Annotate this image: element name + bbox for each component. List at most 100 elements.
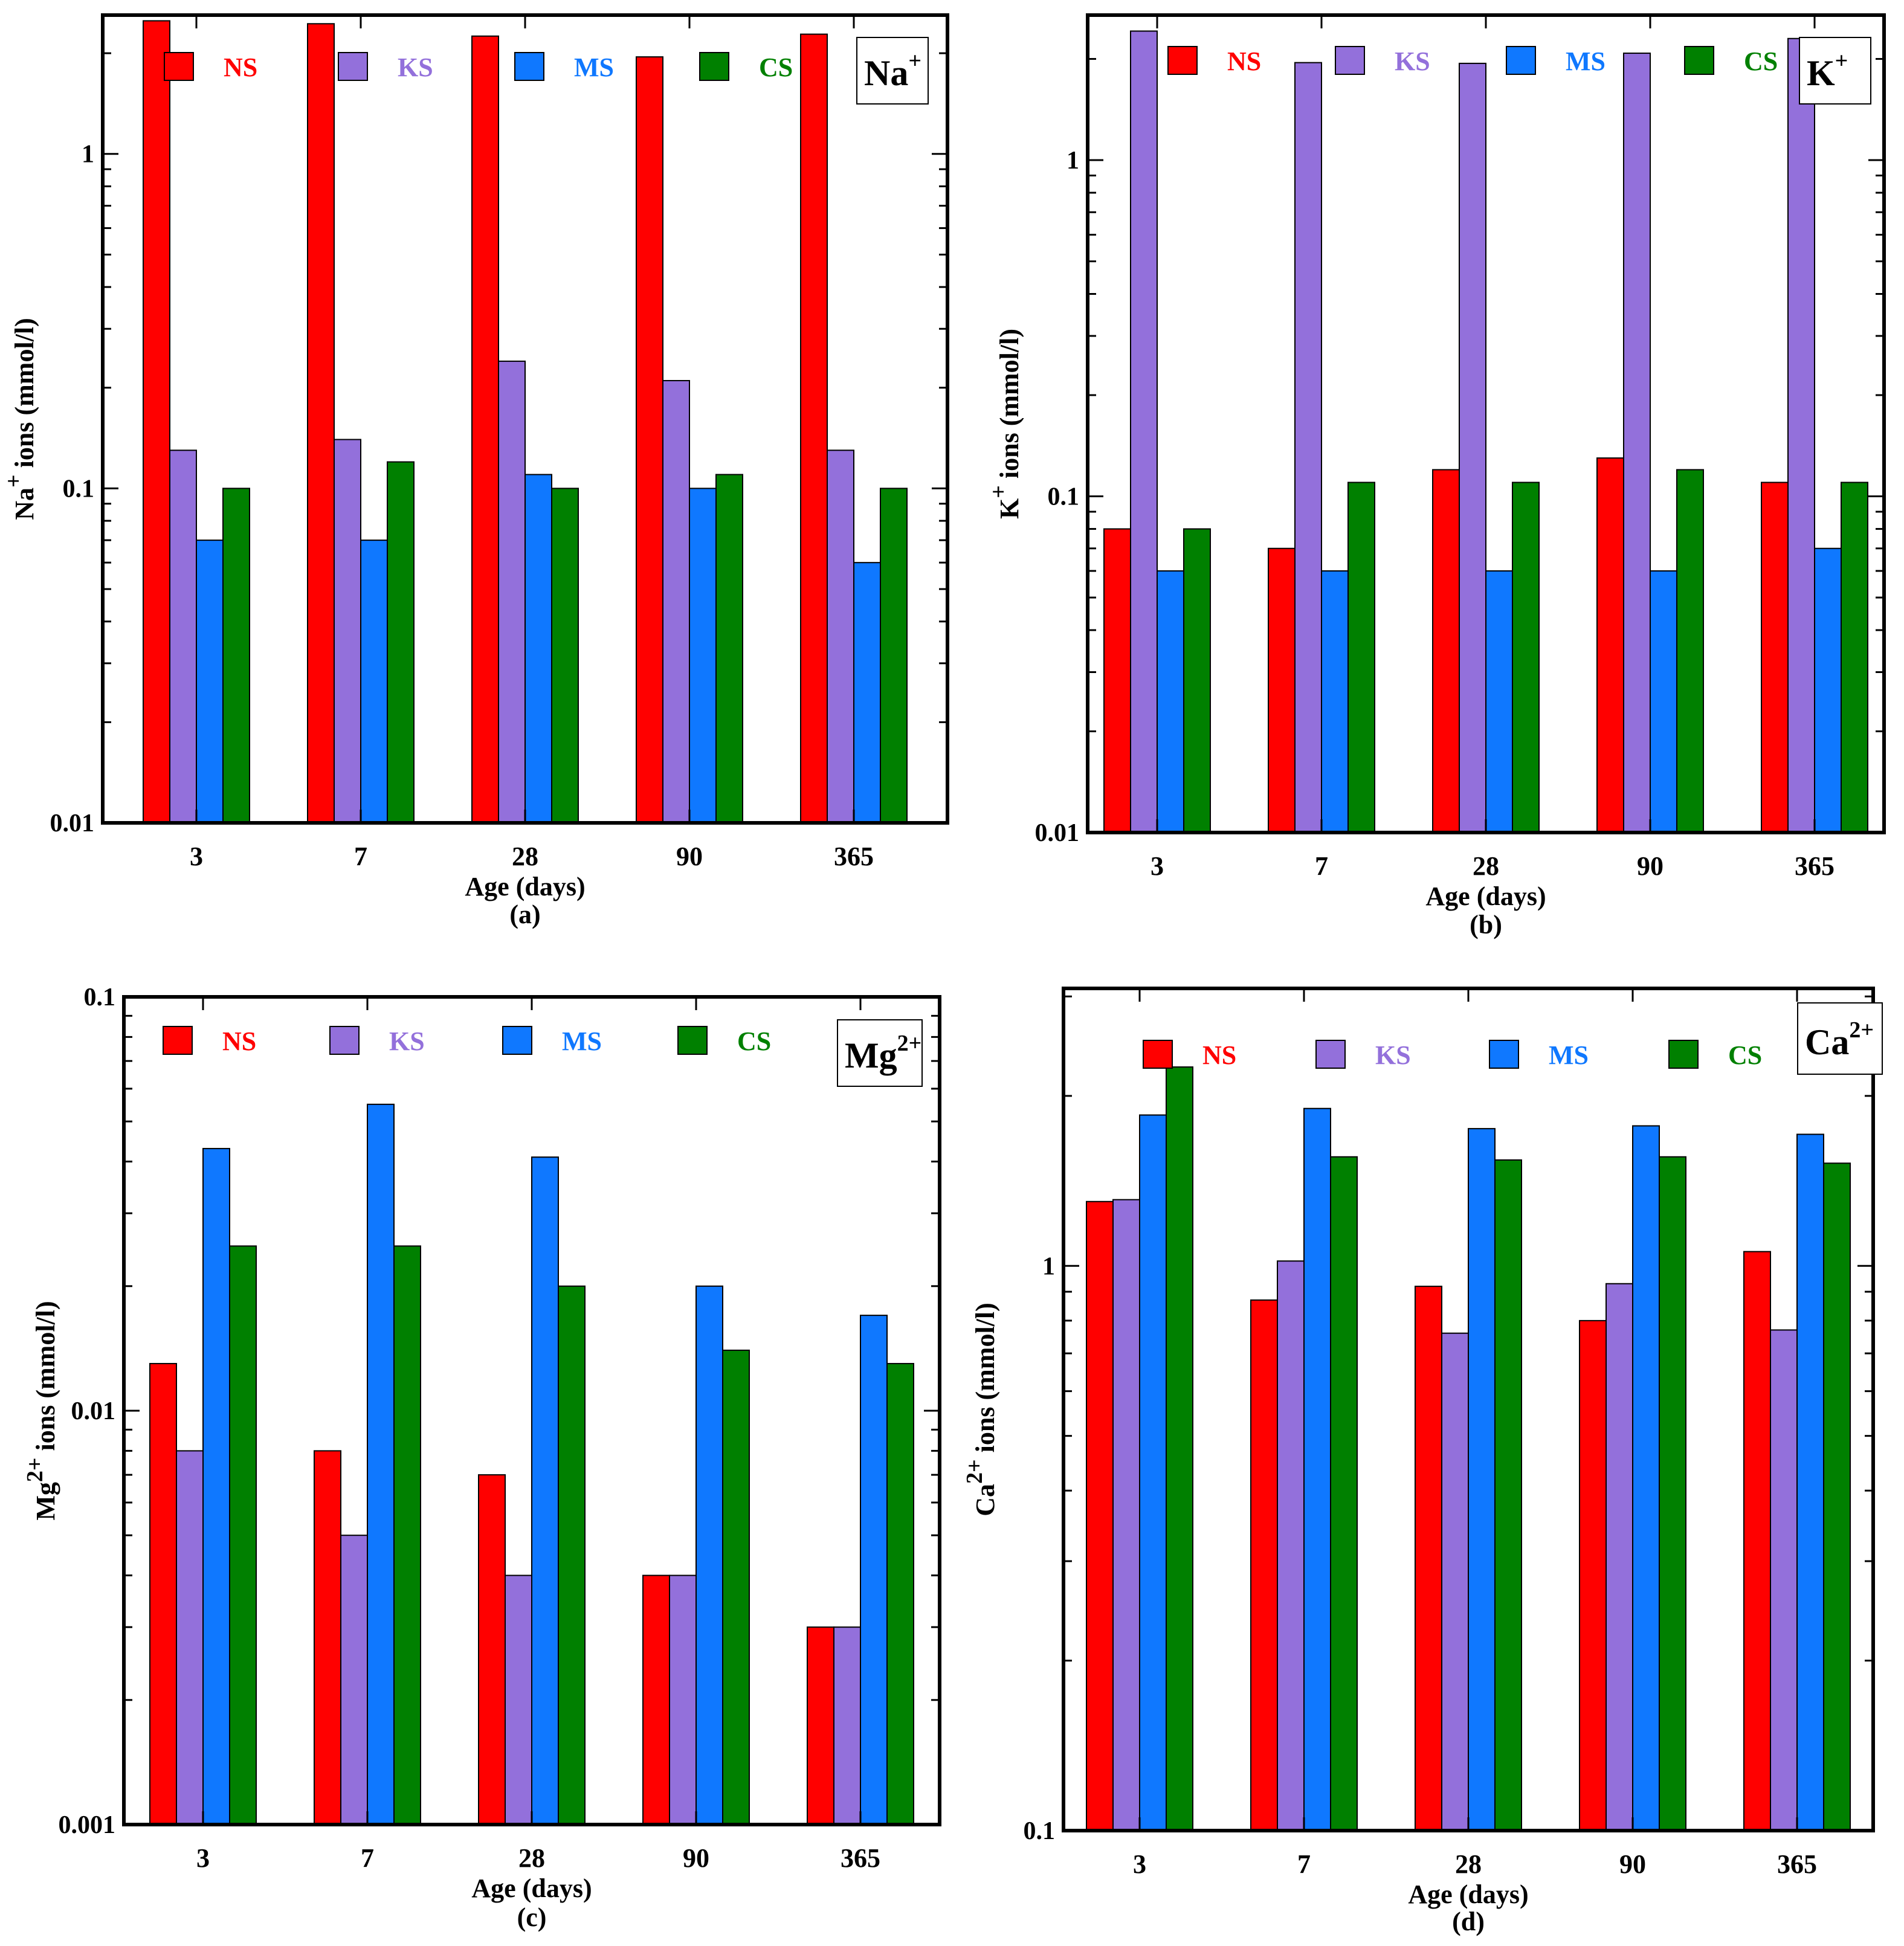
bar-ms-28 [1485,570,1513,833]
bar-ks-365 [1787,37,1815,833]
x-tick-label-90: 90 [683,1843,709,1873]
legend-label-ms: MS [562,1026,602,1056]
x-tick-label-3: 3 [196,1843,210,1873]
bar-ns-365 [800,33,828,824]
y-axis-title: Na+ ions (mmol/l) [1,318,39,520]
ion-label-box [837,1019,923,1087]
bar-cs-365 [880,488,908,823]
bar-ns-7 [1268,547,1296,833]
bar-ks-90 [1605,1283,1633,1831]
legend-label-cs: CS [1744,47,1778,76]
x-tick-label-90: 90 [1619,1849,1646,1879]
ion-label: Na+ [864,48,921,93]
bar-ms-28 [524,474,552,823]
bar-cs-28 [1494,1159,1522,1831]
legend-label-ks: KS [1375,1040,1411,1070]
bar-cs-3 [222,488,250,823]
bar-cs-28 [551,488,579,823]
legend-label-ms: MS [1549,1040,1589,1070]
x-tick-label-365: 365 [1795,851,1835,881]
bar-ms-3 [1157,570,1184,833]
x-tick-label-365: 365 [841,1843,880,1873]
ion-label-box [1797,1002,1883,1075]
bar-ks-90 [1623,53,1651,833]
bar-ns-7 [314,1450,341,1825]
ion-label-box [1799,37,1871,105]
bar-ns-28 [1415,1286,1442,1831]
legend-label-cs: CS [737,1026,771,1056]
bar-ns-365 [807,1626,834,1825]
y-tick-label: 0.001 [59,1811,116,1839]
bar-ms-90 [1632,1125,1660,1831]
x-axis-title: Age (days) [471,1874,592,1903]
legend-label-ns: NS [222,1026,256,1056]
x-axis-title: Age (days) [1408,1880,1528,1909]
bar-ks-365 [827,449,854,823]
x-tick-label-7: 7 [1315,851,1328,881]
bar-ks-28 [1459,62,1486,834]
x-tick-label-28: 28 [1473,851,1499,881]
bar-cs-90 [715,474,743,823]
panel-label: (b) [1470,910,1502,939]
x-tick-label-7: 7 [361,1843,374,1873]
bar-ks-7 [334,439,361,823]
bar-ns-90 [1596,457,1624,833]
bar-ms-3 [1139,1114,1167,1831]
x-tick-label-365: 365 [1777,1849,1817,1879]
legend-label-ks: KS [398,53,433,82]
legend-swatch-ms [1506,46,1536,75]
legend-label-ks: KS [389,1026,425,1056]
y-tick-label: 1 [1067,147,1079,175]
bar-ks-7 [1277,1260,1305,1832]
y-tick-label: 0.01 [71,1397,116,1425]
bar-ms-28 [1468,1128,1496,1831]
bar-ms-7 [1321,570,1349,833]
ion-label-box [856,37,929,105]
bar-ns-3 [149,1362,177,1825]
bar-ns-28 [478,1474,506,1826]
plot-frame [101,13,949,825]
y-tick-label: 0.1 [1024,1817,1056,1845]
bar-ns-28 [471,35,499,824]
x-tick-label-3: 3 [1150,851,1164,881]
ion-label: Mg2+ [845,1031,921,1075]
bar-ks-90 [662,379,690,823]
bar-cs-365 [1841,482,1868,833]
bar-cs-3 [1166,1066,1193,1831]
bar-ks-365 [833,1626,861,1825]
bar-ns-7 [1250,1299,1278,1832]
panel-label: (c) [517,1903,547,1932]
chart-panel-c: 3 7 28 90 365 0.001 0.01 0.1 NS KS MS CS Mg2+ Age (da… [22,984,941,1932]
y-tick-label: 0.1 [84,984,116,1011]
legend-swatch-cs [699,52,729,81]
x-tick-label-3: 3 [190,842,203,871]
legend-swatch-ks [329,1026,360,1055]
x-tick-label-90: 90 [676,842,703,871]
legend-label-ns: NS [1227,47,1261,76]
plot-frame [1086,13,1886,834]
bar-cs-28 [558,1285,586,1825]
x-tick-label-7: 7 [354,842,367,871]
plot-frame [1062,987,1875,1832]
y-tick-label: 1 [82,141,94,169]
bar-cs-7 [1347,482,1375,833]
chart-panel-d: 3 7 28 90 365 0.1 1 NS KS MS CS Ca2+ Age (days)(d) Ca… [962,987,1883,1936]
bar-ns-7 [307,23,335,824]
bar-cs-3 [1183,528,1211,833]
legend-swatch-ks [338,52,368,81]
bar-cs-365 [886,1362,914,1825]
chart-panel-b: 3 7 28 90 365 0.01 0.1 1 NS KS MS CS K+ Age (days)(b)… [986,13,1886,939]
bar-cs-7 [393,1245,421,1826]
bar-ks-3 [1112,1199,1140,1831]
legend-swatch-cs [1668,1040,1699,1069]
bar-ns-3 [1086,1200,1114,1831]
legend-swatch-ns [1143,1040,1173,1069]
x-tick-label-3: 3 [1133,1849,1146,1879]
bar-ns-90 [636,56,663,823]
x-axis-title: Age (days) [465,872,585,901]
x-axis-title: Age (days) [1425,881,1546,911]
bar-ms-7 [360,540,388,823]
ion-label: Ca2+ [1805,1017,1874,1062]
bar-ms-365 [1814,547,1842,833]
y-tick-label: 0.01 [1035,819,1080,847]
